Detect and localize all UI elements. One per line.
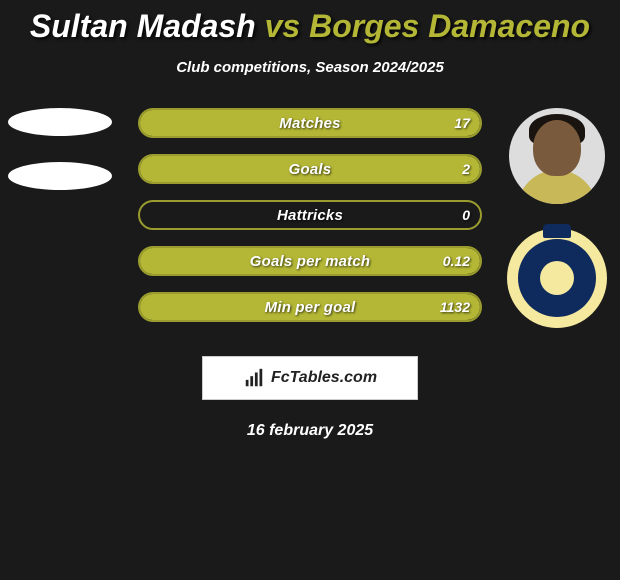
player2-name: Borges Damaceno: [309, 8, 590, 44]
stat-label: Matches: [140, 110, 480, 136]
stat-label: Min per goal: [140, 294, 480, 320]
stat-value-right: 2: [462, 156, 470, 182]
crest-inner: [518, 239, 596, 317]
stat-value-right: 0.12: [443, 248, 470, 274]
subtitle: Club competitions, Season 2024/2025: [0, 59, 620, 76]
stat-bars: Matches 17 Goals 2 Hattricks 0 Goals per…: [138, 108, 482, 338]
brand-text: FcTables.com: [271, 369, 377, 387]
stat-bar-gpm: Goals per match 0.12: [138, 246, 482, 276]
player1-avatar-placeholder: [8, 108, 112, 136]
stat-value-right: 1132: [440, 294, 470, 320]
crest-crown: [543, 224, 571, 238]
stat-bar-hattricks: Hattricks 0: [138, 200, 482, 230]
brand-badge: FcTables.com: [202, 356, 418, 400]
stat-bar-goals: Goals 2: [138, 154, 482, 184]
player1-column: [8, 108, 118, 216]
stats-area: Matches 17 Goals 2 Hattricks 0 Goals per…: [0, 108, 620, 348]
stat-value-right: 17: [454, 110, 470, 136]
player2-column: [502, 108, 612, 328]
crest-ball: [540, 261, 574, 295]
date-text: 16 february 2025: [0, 422, 620, 440]
player1-name: Sultan Madash: [30, 8, 256, 44]
stat-label: Goals per match: [140, 248, 480, 274]
avatar-face: [533, 120, 581, 176]
stat-label: Hattricks: [140, 202, 480, 228]
comparison-title: Sultan Madash vs Borges Damaceno: [0, 0, 620, 45]
vs-text: vs: [265, 8, 301, 44]
stat-bar-mpg: Min per goal 1132: [138, 292, 482, 322]
player2-club-crest: [507, 228, 607, 328]
stat-value-right: 0: [462, 202, 470, 228]
stat-label: Goals: [140, 156, 480, 182]
stat-bar-matches: Matches 17: [138, 108, 482, 138]
player2-avatar: [509, 108, 605, 204]
player1-crest-placeholder: [8, 162, 112, 190]
bar-chart-icon: [243, 367, 265, 389]
